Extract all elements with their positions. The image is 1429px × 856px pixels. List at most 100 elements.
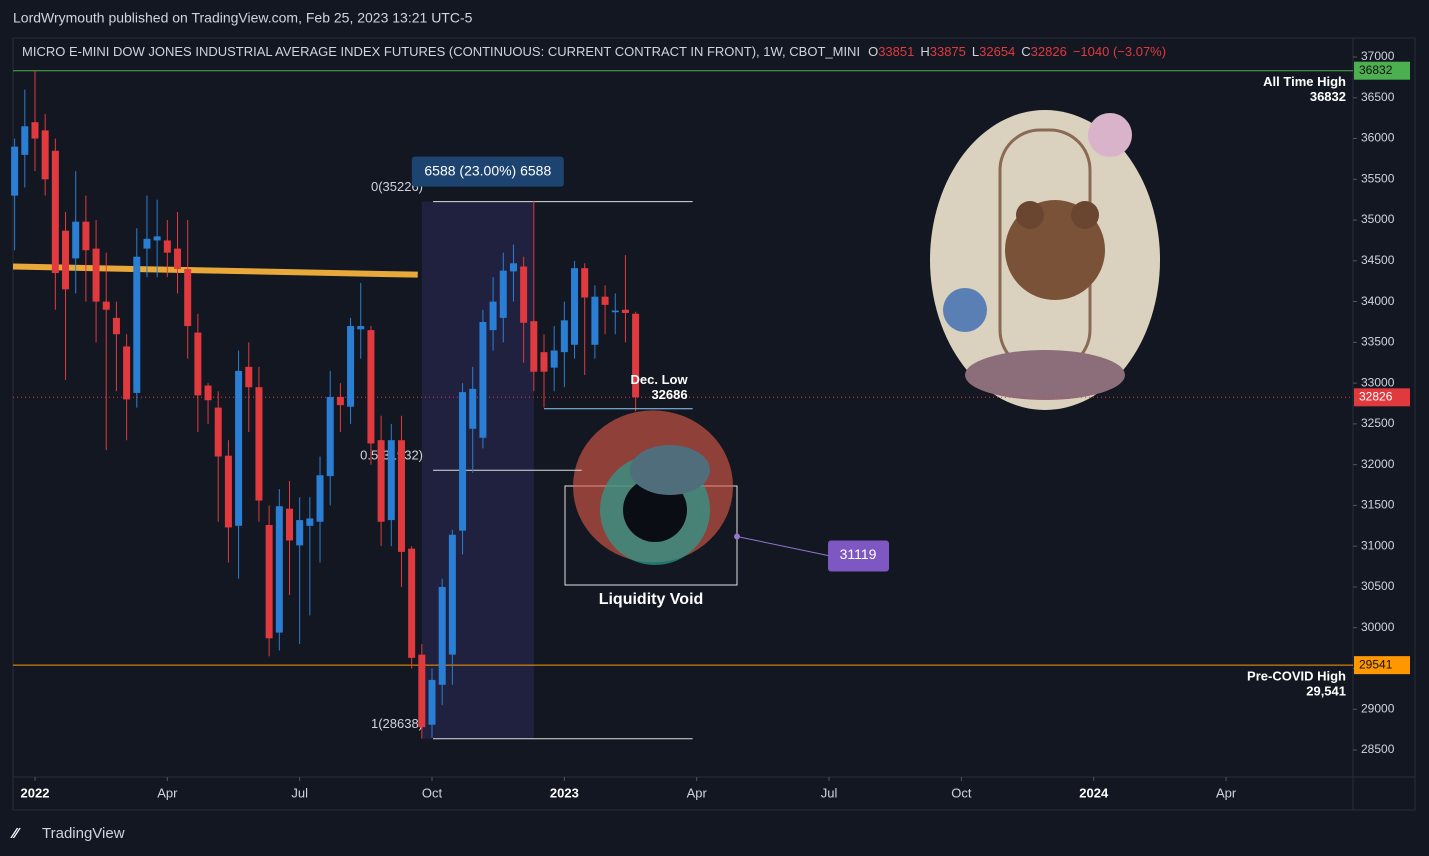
x-tick-label: Apr [157, 785, 178, 800]
y-tick-label: 31500 [1361, 498, 1395, 512]
x-tick-label: 2023 [550, 785, 579, 800]
candle-body [357, 326, 365, 330]
level-value: 36832 [1310, 89, 1346, 104]
candle-body [245, 366, 253, 388]
ohlc-value: 33875 [930, 44, 966, 59]
candle-body [591, 296, 599, 345]
y-tick-label: 34000 [1361, 294, 1395, 308]
header: LordWrymouth published on TradingView.co… [13, 10, 473, 26]
ohlc-value: 32654 [979, 44, 1015, 59]
footer-logo: ⁄⁄ [10, 825, 22, 842]
candle-body [459, 392, 467, 531]
candle-body [112, 317, 120, 335]
candle-body [31, 122, 39, 139]
measure-box [411, 156, 564, 187]
change: −1040 (−3.07%) [1073, 44, 1166, 59]
ohlc-value: 32826 [1031, 44, 1067, 59]
candle-body [418, 654, 426, 728]
candle-body [133, 256, 141, 393]
ohlc-key: C [1021, 44, 1030, 59]
candle-body [41, 130, 49, 180]
price-tag [1354, 61, 1410, 80]
candle-body [326, 396, 334, 477]
y-tick-label: 36000 [1361, 131, 1395, 145]
level-value: 29,541 [1306, 684, 1346, 699]
y-tick-label: 35500 [1361, 171, 1395, 185]
trend-line [12, 263, 418, 278]
candle-body [632, 313, 640, 398]
candle-body [72, 221, 80, 259]
x-tick-label: Jul [821, 785, 838, 800]
x-tick-label: 2024 [1079, 785, 1109, 800]
chart-title: MICRO E-MINI DOW JONES INDUSTRIAL AVERAG… [22, 44, 1166, 59]
candle-body [530, 321, 538, 372]
footer: TradingView [42, 825, 125, 842]
candle-body [153, 236, 161, 241]
y-tick-label: 30000 [1361, 620, 1395, 634]
candle-body [469, 388, 477, 429]
x-tick-label: Jul [291, 785, 308, 800]
y-tick-label: 36500 [1361, 90, 1395, 104]
candle-body [489, 301, 497, 331]
fib-label: 0(35226) [371, 179, 423, 194]
candle-body [611, 310, 619, 313]
ohlc-key: H [920, 44, 929, 59]
price-tag-label: 29541 [1359, 657, 1393, 671]
x-tick-label: 2022 [21, 785, 50, 800]
candle-body [123, 346, 131, 400]
candle-body [255, 387, 263, 501]
candle-body [163, 240, 171, 253]
fib-label: 1(28638) [371, 716, 423, 731]
measure-label: 6588 (23.00%) 6588 [424, 162, 551, 178]
candle-body [621, 309, 629, 314]
level-label: Pre-COVID High [1247, 669, 1346, 684]
candle-body [285, 508, 293, 541]
candle-body [235, 370, 243, 526]
candle-body [347, 326, 355, 407]
candle-body [499, 270, 507, 318]
candle-body [509, 263, 517, 272]
candle-body [204, 385, 212, 401]
y-tick-label: 31000 [1361, 538, 1395, 552]
candle-body [397, 440, 405, 552]
y-tick-label: 35000 [1361, 212, 1395, 226]
target-box [828, 540, 889, 572]
y-tick-label: 33500 [1361, 335, 1395, 349]
candle-body [275, 506, 283, 633]
pointer [736, 535, 829, 556]
candle-body [174, 248, 182, 269]
y-tick-label: 28500 [1361, 742, 1395, 756]
y-tick-label: 30500 [1361, 579, 1395, 593]
price-tag-label: 36832 [1359, 63, 1393, 77]
y-tick-label: 32500 [1361, 416, 1395, 430]
candle-body [224, 455, 232, 528]
candle-body [377, 440, 385, 522]
candle-body [184, 268, 192, 327]
y-tick-label: 37000 [1361, 49, 1395, 63]
candle-body [21, 126, 29, 155]
target-point [734, 533, 740, 540]
y-tick-label: 33000 [1361, 375, 1395, 389]
price-tag [1354, 388, 1410, 407]
x-tick-label: Oct [422, 785, 443, 800]
ohlc-value: 33851 [878, 44, 914, 59]
candle-body [560, 320, 568, 353]
candle-body [102, 301, 110, 310]
candle-body [387, 440, 395, 521]
ohlc-key: L [972, 44, 979, 59]
candle-body [265, 524, 273, 639]
target-label: 31119 [840, 546, 877, 562]
candle-body [448, 534, 456, 655]
candle-body [520, 266, 528, 323]
title-text: MICRO E-MINI DOW JONES INDUSTRIAL AVERAG… [22, 44, 860, 59]
liquidity-void-label: Liquidity Void [599, 591, 704, 608]
candle-body [62, 230, 70, 290]
candle-body [408, 548, 416, 658]
svg-text:⁄⁄: ⁄⁄ [10, 825, 22, 842]
candle-body [581, 268, 589, 298]
candle-body [601, 296, 609, 305]
price-tag-label: 32826 [1359, 389, 1393, 403]
candle-body [571, 268, 579, 345]
level-label: All Time High [1263, 74, 1346, 89]
